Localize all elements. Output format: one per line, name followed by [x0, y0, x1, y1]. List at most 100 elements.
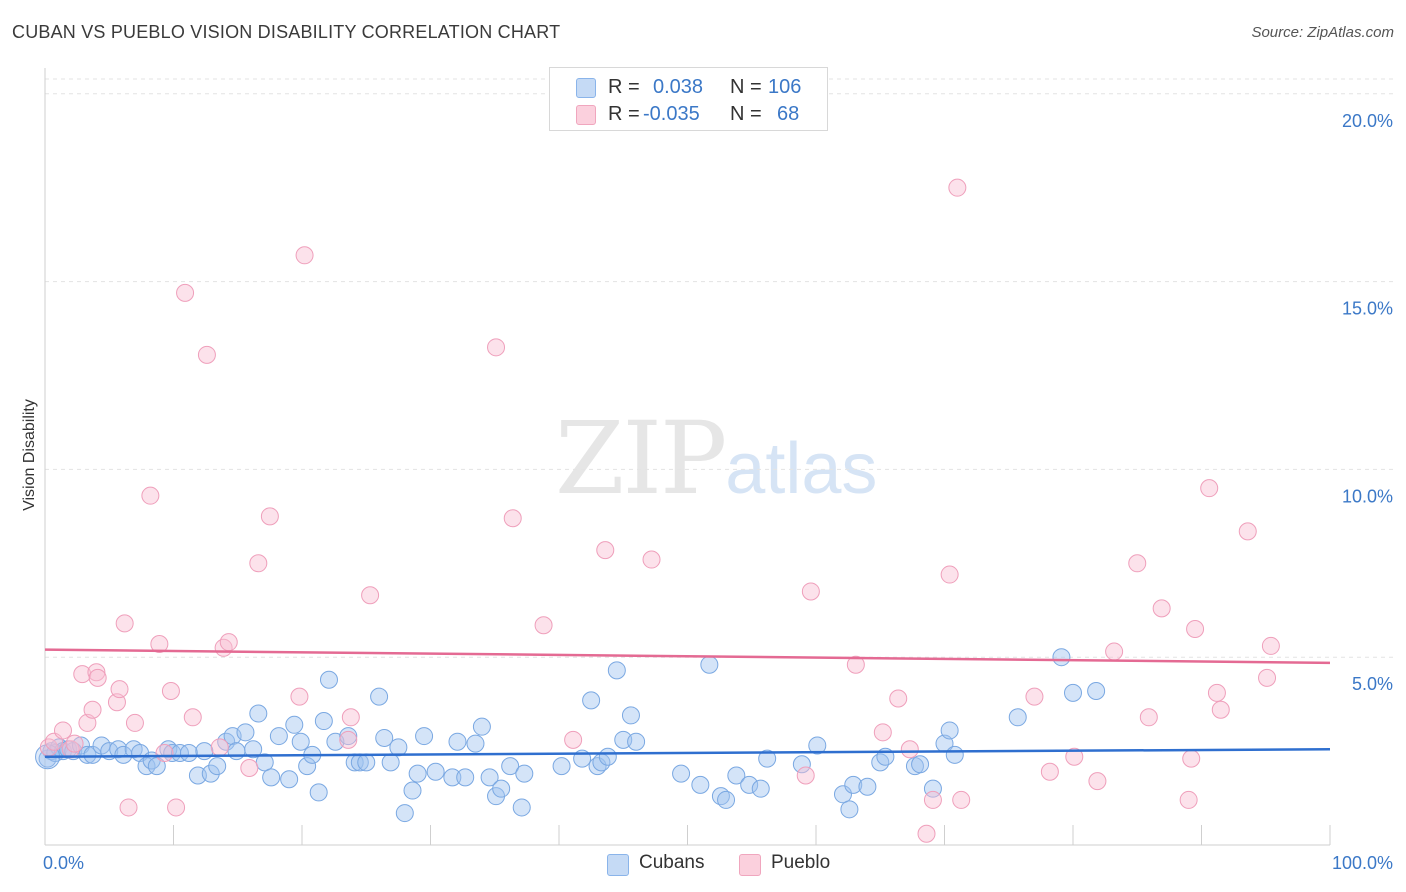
pueblo-point [1182, 749, 1201, 768]
cubans-point [871, 753, 890, 772]
pueblo-point [900, 740, 919, 759]
y-tick-label: 10.0% [1342, 486, 1393, 506]
n-value: 106 [768, 76, 802, 98]
pueblo-point [889, 689, 908, 708]
pueblo-point [596, 541, 615, 560]
cubans-point [137, 757, 156, 776]
cubans-point [945, 745, 964, 764]
pueblo-point [87, 663, 106, 682]
pueblo-point [487, 338, 506, 357]
cubans-point [582, 691, 601, 710]
pueblo-point [948, 178, 967, 197]
pueblo-point [125, 713, 144, 732]
pueblo-point [846, 655, 865, 674]
pueblo-point [564, 730, 583, 749]
cubans-point [466, 734, 485, 753]
r-label: R = [608, 76, 640, 98]
cubans-point [1087, 682, 1106, 700]
cubans-point [1008, 708, 1027, 727]
cubans-point [751, 779, 770, 798]
pueblo-point [923, 790, 942, 809]
cubans-point [691, 775, 710, 794]
cubans-points [35, 648, 1106, 823]
cubans-point [201, 764, 220, 783]
cubans-point [309, 783, 328, 802]
pueblo-trend-line [44, 648, 1331, 665]
cubans-point [389, 738, 408, 757]
cubans-point [515, 764, 534, 783]
pueblo-point [150, 635, 169, 654]
pueblo-point [873, 723, 892, 742]
cubans-point [607, 661, 626, 680]
pueblo-point [155, 743, 174, 762]
pueblo-label: Pueblo [771, 852, 831, 873]
cubans-point [375, 728, 394, 747]
cubans-point [512, 798, 531, 817]
pueblo-points [39, 178, 1280, 843]
cubans-point [408, 764, 427, 783]
pueblo-point [1105, 642, 1124, 661]
pueblo-point [107, 693, 126, 712]
cubans-point [740, 775, 759, 794]
pueblo-point [1040, 762, 1059, 781]
cubans-point [381, 753, 400, 772]
pueblo-point [240, 759, 259, 777]
pueblo-point [339, 730, 358, 749]
r-value: 0.038 [653, 76, 704, 98]
pueblo-point [1088, 772, 1107, 791]
pueblo-point [1200, 479, 1219, 498]
r-label: R = [608, 103, 640, 125]
cubans-label: Cubans [639, 852, 705, 873]
pueblo-point [83, 700, 102, 719]
pueblo-point [1261, 636, 1280, 655]
cubans-point [78, 745, 97, 764]
source-label: Source: ZipAtlas.com [1251, 24, 1394, 41]
pueblo-point [141, 486, 160, 505]
cubans-point [285, 715, 304, 734]
grid-lines [45, 78, 1395, 658]
cubans-point [83, 745, 102, 764]
cubans-point [456, 768, 475, 787]
trend-lines [44, 648, 1331, 758]
pueblo-point [1139, 708, 1158, 727]
cubans-point [858, 777, 877, 796]
cubans-point [844, 775, 863, 794]
legend-row-cubans: R = 0.038 N = 106 [550, 74, 827, 100]
x-tick-label-max: 100.0% [1332, 853, 1393, 873]
pueblo-point [503, 509, 522, 528]
cubans-point [911, 755, 930, 774]
cubans-point [840, 800, 859, 819]
pueblo-point [1152, 599, 1171, 618]
pueblo-point [197, 345, 216, 364]
cubans-point [1052, 648, 1071, 667]
cubans-swatch [576, 78, 596, 98]
n-label: N = [730, 76, 762, 98]
pueblo-point [534, 616, 553, 635]
cubans-point [298, 757, 317, 776]
x-tick-label-min: 0.0% [43, 853, 84, 873]
cubans-point [227, 742, 246, 761]
pueblo-point [119, 798, 138, 817]
pueblo-point [249, 554, 268, 573]
pueblo-point [65, 734, 84, 753]
cubans-point [472, 717, 491, 736]
cubans-swatch [607, 854, 629, 876]
n-label: N = [730, 103, 762, 125]
pueblo-point [361, 586, 380, 605]
cubans-point [700, 655, 719, 674]
y-tick-label: 5.0% [1352, 674, 1393, 694]
correlation-legend: R = 0.038 N = 106 R = -0.035 N = 68 [549, 67, 828, 131]
pueblo-point [801, 582, 820, 601]
pueblo-swatch [739, 854, 761, 876]
pueblo-point [290, 687, 309, 706]
pueblo-point [73, 665, 92, 684]
cubans-point [501, 757, 520, 776]
pueblo-point [219, 633, 238, 652]
pueblo-point [1065, 747, 1084, 766]
cubans-point [314, 712, 333, 731]
pueblo-point [1238, 522, 1257, 541]
cubans-point [147, 757, 166, 776]
cubans-point [672, 764, 691, 783]
cubans-trend-line [44, 747, 1331, 758]
cubans-point [357, 753, 376, 772]
